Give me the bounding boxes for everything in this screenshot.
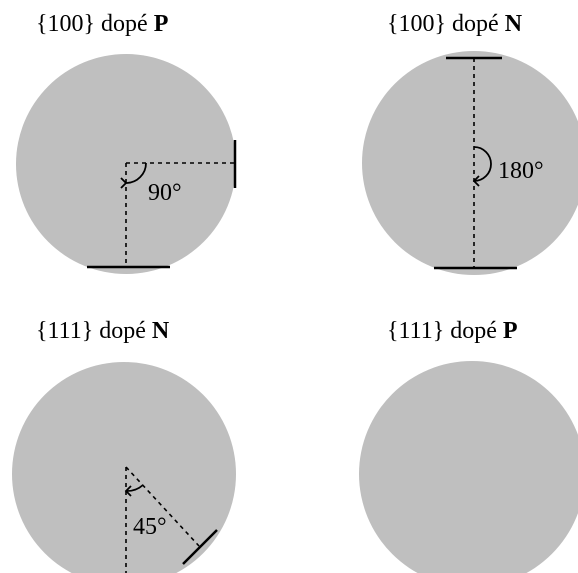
angle-arc	[125, 162, 147, 184]
wafer-title: {100} dopé N	[387, 11, 523, 37]
angle-arrowhead	[120, 177, 128, 189]
angle-label: 180°	[498, 158, 544, 184]
angle-arrowhead	[124, 485, 132, 497]
wafer-100-p: {100} dopé P 90°	[16, 11, 237, 274]
wafer-disc	[359, 361, 578, 573]
wafer-111-p: {111} dopé P	[359, 318, 578, 573]
secondary-flat	[182, 529, 218, 565]
wafer-title: {111} dopé P	[387, 318, 518, 344]
wafer-disc	[362, 51, 578, 275]
wafer-100-n: {100} dopé N 180°	[362, 11, 578, 275]
angle-label: 90°	[148, 180, 182, 206]
angle-arc	[473, 146, 492, 182]
angle-label: 45°	[133, 514, 167, 540]
wafer-title: {100} dopé P	[36, 11, 168, 37]
angle-arrowhead	[472, 175, 480, 187]
secondary-flat-guide	[125, 466, 200, 547]
wafer-title: {111} dopé N	[36, 318, 170, 344]
wafer-disc	[12, 362, 236, 573]
wafer-111-n: {111} dopé N 45°	[12, 318, 236, 573]
